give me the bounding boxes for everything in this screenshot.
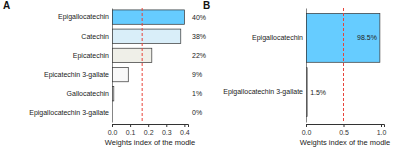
axis-title: Weights index of the modle [300,138,390,147]
category-label: Epigallocatechin 3-gallate [223,88,303,96]
axis-line [307,125,385,128]
tick: 0.5 [339,124,349,136]
x-axis: 0.0 0.1 0.2 0.3 0.4 [108,124,190,136]
tick: 0.0 [108,124,118,136]
category-label: Gallocatechin [67,90,110,97]
tick: Epigallocatechin [58,13,112,21]
tick: Epigallocatechin 3-gallate [29,109,112,117]
figure: 0.00.10.20.30.4EpigallocatechinCatechinE… [0,0,400,151]
category-label: Epicatechin 3-gallate [44,71,109,79]
bar [112,67,128,81]
tick: Epigallocatechin 3-gallate [223,88,306,96]
tick-label: 0.0 [108,129,118,136]
tick: 0.0 [302,124,312,136]
axis-line [113,125,189,128]
reference-line [142,8,143,122]
tick-label: 0.2 [144,129,154,136]
tick-label: 0.1 [126,129,136,136]
tick-mark [381,124,382,127]
bar [112,29,181,43]
tick-label: 1.0 [377,129,387,136]
tick-mark [306,124,307,127]
panel-title: A [3,0,10,11]
tick: 1.0 [377,124,387,136]
tick: Epigallocatechin [252,34,306,42]
tick-mark [130,124,131,127]
panel: 0.00.51.0EpigallocatechinEpigallocatechi… [203,0,390,147]
data-label: 0% [192,109,202,116]
tick-mark [148,124,149,127]
panel: 0.00.10.20.30.4EpigallocatechinCatechinE… [3,0,206,147]
tick: Epicatechin [73,52,112,60]
tick-mark [184,124,185,127]
tick-label: 0.5 [339,129,349,136]
data-label: 98.5% [357,34,377,41]
panel-title: B [203,0,210,11]
tick-label: 0.4 [180,129,190,136]
category-label: Epigallocatechin [58,13,109,21]
tick: Catechin [81,33,112,40]
y-axis: Epigallocatechin Catechin Epicatechin Epica… [29,9,112,123]
tick-mark [166,124,167,127]
data-label: 38% [192,33,206,40]
category-label: Epigallocatechin 3-gallate [29,109,109,117]
y-axis: Epigallocatechin Epigallocatechin 3-galla… [223,9,306,123]
tick: 0.1 [126,124,136,136]
tick-mark [344,124,345,127]
x-axis: 0.0 0.5 1.0 [302,124,387,136]
tick: Gallocatechin [67,90,112,97]
tick: 0.2 [144,124,154,136]
tick-mark [112,124,113,127]
data-label: 1.5% [310,89,326,96]
data-label: 22% [192,52,206,59]
reference-line [343,8,344,122]
tick-label: 0.0 [302,129,312,136]
category-label: Epicatechin [73,52,109,60]
bar [306,13,380,62]
data-label: 40% [192,14,206,21]
tick: Epicatechin 3-gallate [44,71,112,79]
tick: 0.3 [162,124,172,136]
bar [112,10,184,24]
plot-area [306,8,380,122]
tick: 0.4 [180,124,190,136]
category-label: Epigallocatechin [252,34,303,42]
plot-area [112,8,184,122]
axis-title: Weights index of the modle [105,138,195,147]
tick-label: 0.3 [162,129,172,136]
bar [112,48,152,62]
category-label: Catechin [81,33,109,40]
axis-line [306,9,307,123]
data-label: 1% [192,90,202,97]
axis-line [112,9,113,123]
data-label: 9% [192,71,202,78]
